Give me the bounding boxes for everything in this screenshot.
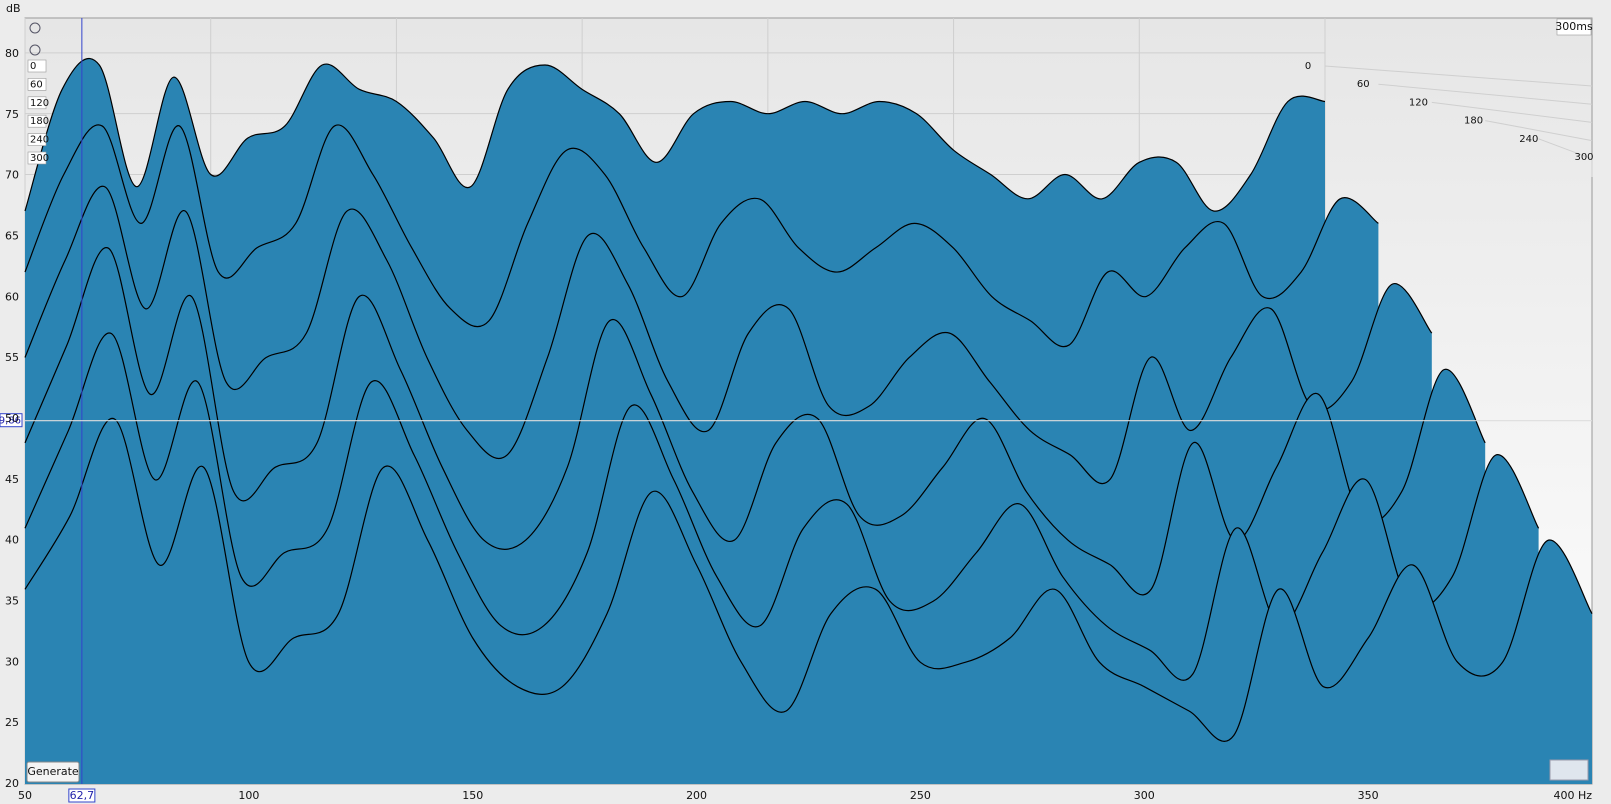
slice-line: [24, 418, 1593, 742]
time-span-box: [1556, 18, 1592, 36]
time-label-box: [27, 114, 47, 128]
depth-grid-line: [1324, 65, 1593, 87]
time-label-box: [27, 133, 47, 146]
y-tick-label: 35: [5, 595, 19, 608]
x-tick-label: 150: [462, 789, 483, 802]
time-label-left: 180: [30, 116, 49, 127]
generate-button[interactable]: [26, 761, 80, 783]
depth-grid-line: [1485, 120, 1593, 142]
y-tick-label: 40: [5, 534, 19, 547]
y-tick-label: 70: [5, 169, 19, 182]
y-tick-label: 45: [5, 473, 19, 486]
time-label-box: [27, 59, 47, 73]
zoom-icons[interactable]: [29, 22, 1589, 781]
slice-line: [24, 185, 1433, 485]
x-tick-label: 50: [18, 789, 32, 802]
time-label-right: 0: [1305, 61, 1311, 72]
time-label-box: [27, 78, 47, 91]
cursor-y-box: [0, 413, 23, 428]
x-tick-label: 250: [910, 789, 931, 802]
y-tick-label: 80: [5, 47, 19, 60]
time-label-right: 60: [1357, 79, 1370, 90]
time-label-right: 180: [1464, 116, 1483, 127]
x-tick-label: 350: [1358, 789, 1379, 802]
zoom-out[interactable]: [29, 44, 41, 56]
time-label-left: 120: [30, 98, 49, 109]
y-tick-label: 55: [5, 351, 19, 364]
time-label-left: 0: [30, 61, 36, 72]
depth-grid-line: [1431, 101, 1593, 123]
time-label-right: 300: [1574, 152, 1593, 163]
time-label-box: [27, 96, 47, 110]
cursor-x-label: 62,7: [70, 789, 95, 802]
time-label-left: 300: [30, 153, 49, 164]
x-tick-label: 300: [1134, 789, 1155, 802]
time-label-box: [27, 151, 47, 165]
zoom-in[interactable]: [29, 22, 41, 34]
y-tick-label: 50: [5, 412, 19, 425]
depth-grid-line: [1378, 83, 1593, 105]
time-label-right: 120: [1409, 97, 1428, 108]
y-tick-label: 65: [5, 230, 19, 243]
y-tick-label: 30: [5, 655, 19, 668]
depth-grid-line: [1538, 138, 1593, 160]
generate-button-label[interactable]: Generate: [27, 765, 79, 778]
y-tick-label: 75: [5, 108, 19, 121]
zoom-tools[interactable]: [1549, 759, 1589, 781]
x-tick-label: 100: [238, 789, 259, 802]
slice-line: [24, 58, 1326, 212]
y-tick-label: 20: [5, 777, 19, 790]
time-label-left: 240: [30, 135, 49, 146]
time-span-label: 300ms: [1555, 20, 1593, 33]
cursor-y-label: 49,86: [0, 416, 21, 427]
y-tick-label: 60: [5, 290, 19, 303]
slice-line: [24, 124, 1379, 348]
y-tick-label: 25: [5, 716, 19, 729]
x-tick-label: 200: [686, 789, 707, 802]
x-tick-label: 400 Hz: [1553, 789, 1592, 802]
time-label-right: 240: [1519, 134, 1538, 145]
time-label-left: 60: [30, 79, 43, 90]
slice-area: [25, 418, 1592, 784]
cursor-x-box: [68, 788, 96, 803]
y-axis-label: dB: [6, 2, 21, 15]
